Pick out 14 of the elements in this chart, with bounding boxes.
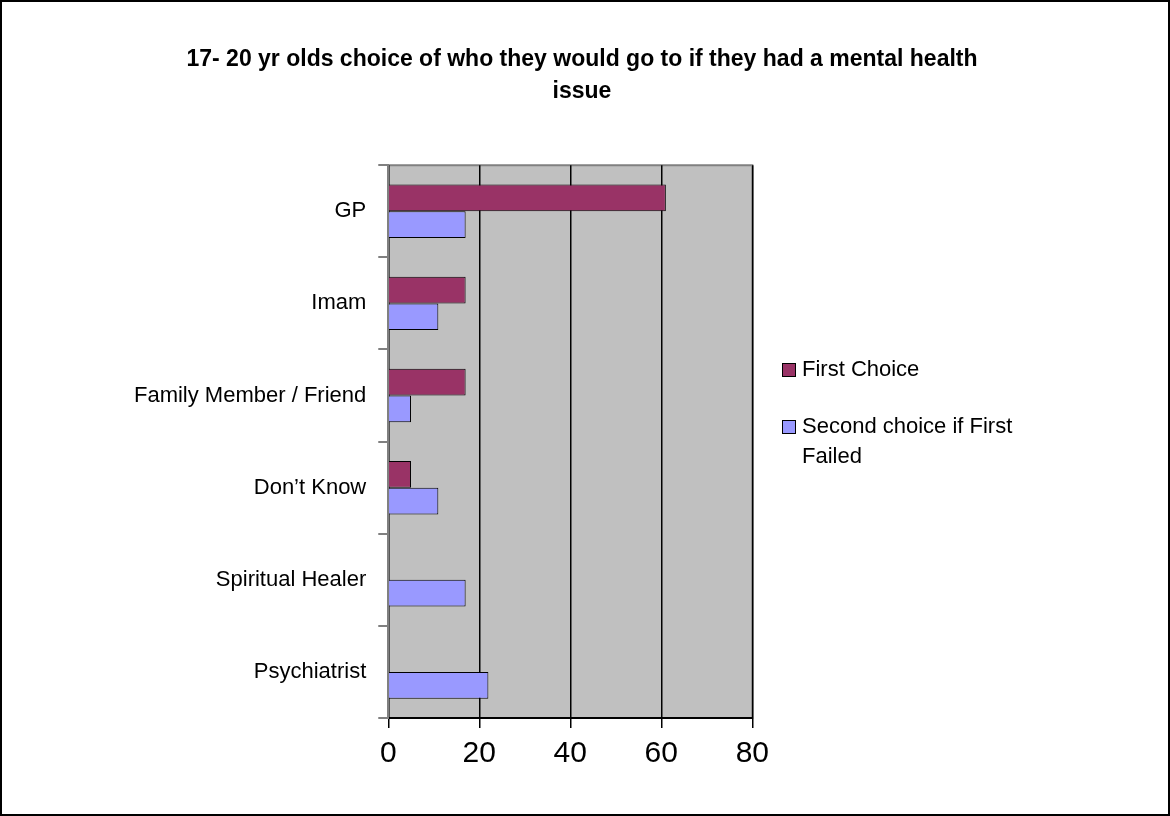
x-tick-label: 80	[735, 735, 769, 769]
x-tick-label: 60	[644, 735, 678, 769]
x-tick-label: 0	[379, 735, 397, 769]
y-tick-label: Psychiatrist	[253, 658, 367, 683]
legend-label: Second choice if First Failed	[802, 412, 1014, 470]
x-tick-label: 40	[553, 735, 587, 769]
y-tick-label: GP	[334, 197, 367, 223]
y-tick-label: Family Member / Friend	[133, 381, 367, 407]
y-tick-label: Spiritual Healer	[215, 565, 367, 591]
y-tick-label: Don’t Know	[253, 473, 367, 499]
chart-title: 17- 20 yr olds choice of who they would go to if they had a mental health issue	[185, 44, 979, 105]
legend-label: First Choice	[802, 355, 920, 383]
y-tick-label: Imam	[311, 289, 367, 315]
x-tick-label: 20	[462, 735, 496, 769]
